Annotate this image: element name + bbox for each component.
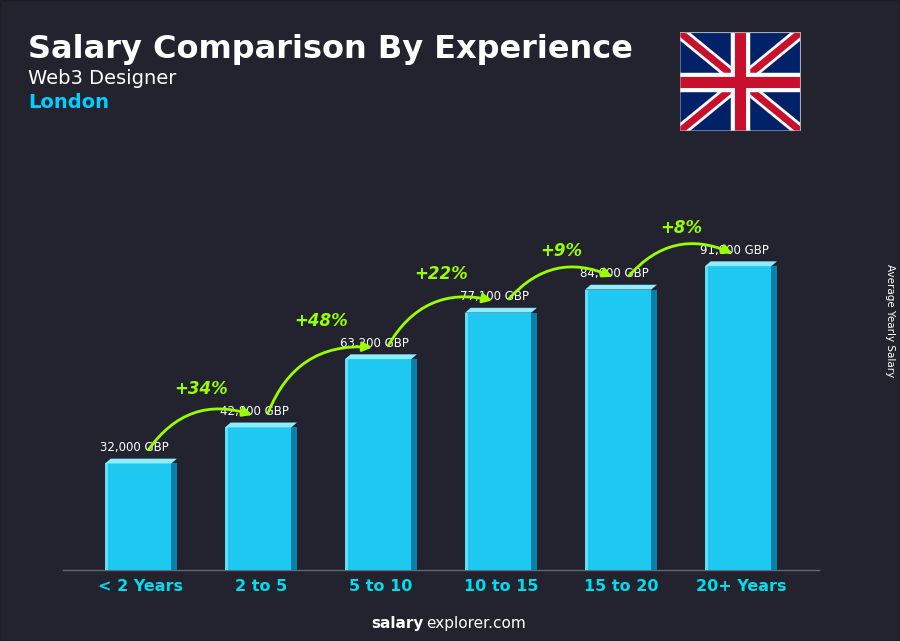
- Bar: [652, 290, 657, 570]
- Polygon shape: [585, 285, 657, 290]
- Bar: [465, 313, 468, 570]
- Bar: [225, 428, 228, 570]
- Bar: [225, 428, 297, 570]
- Text: 63,200 GBP: 63,200 GBP: [340, 337, 410, 349]
- Bar: [585, 290, 657, 570]
- Polygon shape: [705, 262, 777, 266]
- Bar: [105, 463, 177, 570]
- Text: Salary Comparison By Experience: Salary Comparison By Experience: [28, 34, 633, 65]
- Bar: [531, 313, 537, 570]
- Polygon shape: [225, 422, 297, 428]
- Bar: [171, 463, 177, 570]
- Text: 42,800 GBP: 42,800 GBP: [220, 404, 289, 418]
- Bar: [705, 266, 777, 570]
- Text: 91,000 GBP: 91,000 GBP: [700, 244, 770, 256]
- Text: 84,000 GBP: 84,000 GBP: [580, 267, 649, 280]
- Text: +9%: +9%: [540, 242, 582, 260]
- Bar: [585, 290, 588, 570]
- Polygon shape: [465, 308, 537, 313]
- Text: Average Yearly Salary: Average Yearly Salary: [885, 264, 895, 378]
- Bar: [105, 463, 108, 570]
- Bar: [292, 428, 297, 570]
- Text: 32,000 GBP: 32,000 GBP: [100, 441, 169, 454]
- Text: +48%: +48%: [294, 312, 348, 329]
- Text: 77,100 GBP: 77,100 GBP: [460, 290, 529, 303]
- Bar: [345, 359, 348, 570]
- Bar: [411, 359, 417, 570]
- Bar: [465, 313, 537, 570]
- Text: London: London: [28, 93, 109, 112]
- Text: explorer.com: explorer.com: [426, 616, 526, 631]
- Polygon shape: [345, 354, 417, 359]
- Polygon shape: [105, 459, 177, 463]
- Text: +34%: +34%: [174, 380, 228, 398]
- Bar: [771, 266, 777, 570]
- Bar: [705, 266, 708, 570]
- Text: salary: salary: [372, 616, 424, 631]
- Text: +22%: +22%: [414, 265, 468, 283]
- Text: +8%: +8%: [660, 219, 702, 237]
- Bar: [345, 359, 417, 570]
- Text: Web3 Designer: Web3 Designer: [28, 69, 176, 88]
